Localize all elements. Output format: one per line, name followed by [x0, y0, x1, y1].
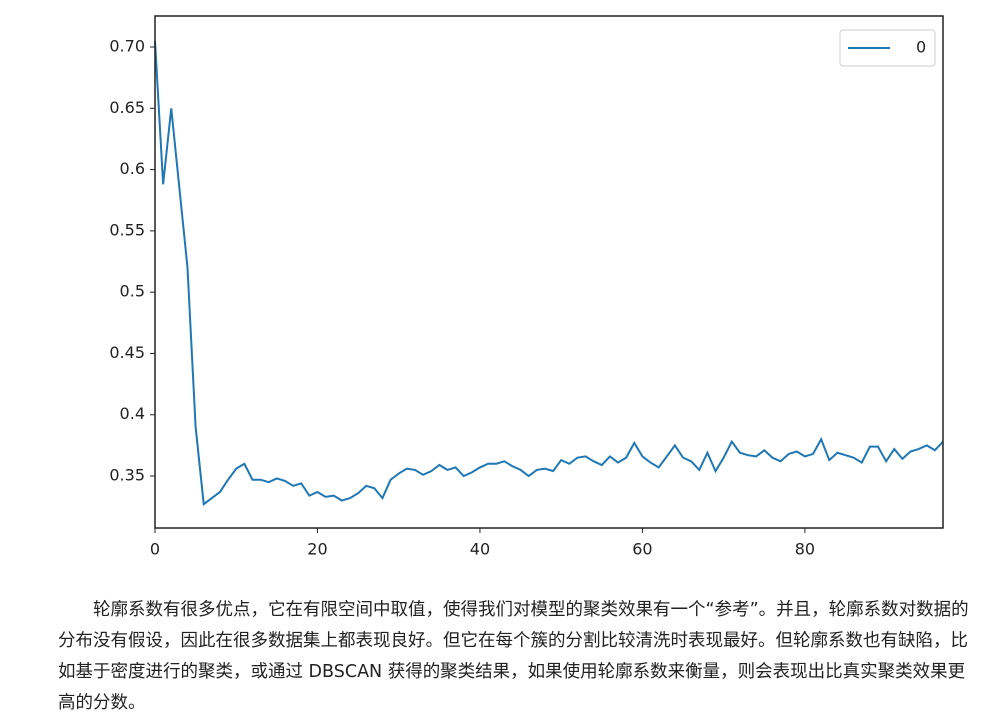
chart: 0.35 0.4 0.45 0.5 0.55 0.6 0.65 0.70 0 20 40 60 80 0	[109, 15, 944, 559]
y-tick-label: 0.65	[109, 98, 145, 117]
x-tick-label: 0	[150, 540, 160, 559]
y-tick-label: 0.70	[109, 37, 145, 56]
y-tick-label: 0.55	[109, 220, 145, 239]
y-tick-label: 0.6	[120, 159, 145, 178]
x-tick-label: 20	[307, 540, 327, 559]
x-tick-label: 80	[795, 540, 815, 559]
x-tick-label: 40	[470, 540, 490, 559]
y-tick-label: 0.5	[120, 282, 145, 301]
y-tick-label: 0.4	[120, 404, 145, 423]
paragraph: 轮廓系数有很多优点，它在有限空间中取值，使得我们对模型的聚类效果有一个“参考”。…	[58, 600, 969, 713]
y-tick-label: 0.35	[109, 466, 145, 485]
line	[154, 40, 944, 507]
plot-frame	[154, 15, 944, 529]
legend-label: 0	[916, 38, 926, 57]
y-tick-label: 0.45	[109, 343, 145, 362]
x-tick-label: 60	[632, 540, 652, 559]
